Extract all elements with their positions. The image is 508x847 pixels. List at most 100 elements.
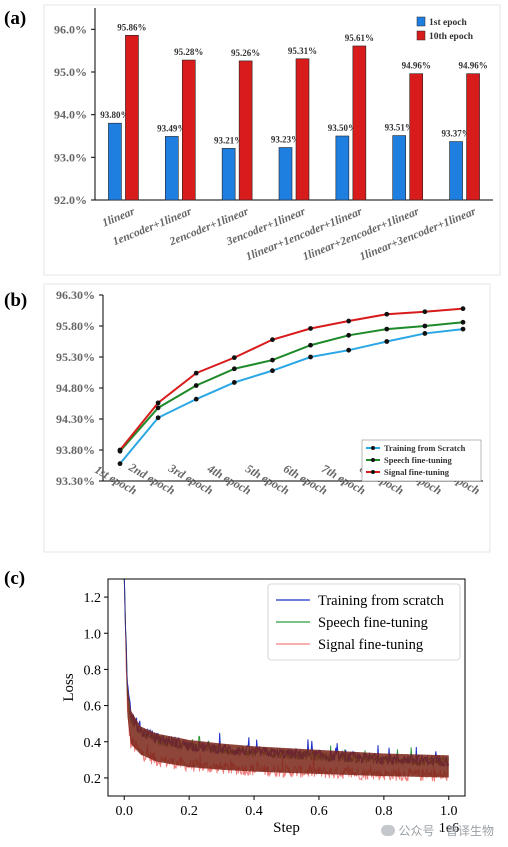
y-tick-label: 94.0%: [54, 108, 87, 122]
series-point: [193, 370, 199, 376]
series-line: [119, 307, 464, 451]
y-tick-label: 0.8: [84, 663, 102, 678]
bar-epoch10: [466, 73, 480, 201]
series-point: [231, 366, 237, 372]
bar-value-label: 93.50%: [328, 123, 357, 133]
series-point: [346, 318, 352, 324]
bar-epoch10: [352, 45, 367, 201]
series-point: [155, 415, 161, 421]
loss-overlap-band: [124, 579, 449, 778]
bar-value-label: 93.49%: [157, 123, 186, 133]
bar-value-label: 94.96%: [458, 61, 487, 71]
legend-box: [361, 439, 482, 482]
legend-label: 10th epoch: [429, 32, 474, 42]
panel-c-label: (c): [4, 568, 26, 589]
series-point: [155, 405, 161, 411]
series-point: [384, 311, 390, 317]
series-point: [384, 326, 390, 332]
series-point: [422, 309, 428, 315]
series-point: [193, 396, 199, 402]
y-tick-label: 1.2: [84, 591, 102, 606]
y-tick-label: 0.4: [84, 736, 102, 751]
x-axis-label: Step: [273, 820, 300, 836]
series-point: [231, 380, 237, 385]
bar-epoch10: [181, 59, 196, 201]
legend-swatch: [416, 16, 426, 27]
bar-value-label: 93.80%: [100, 110, 129, 120]
x-tick-label: 0.0: [115, 804, 133, 819]
bar-epoch1: [335, 135, 350, 201]
watermark-text: 公众号 · 普译生物: [398, 824, 494, 838]
series-point: [270, 357, 275, 363]
panel-a-frame: [43, 4, 501, 276]
legend-label: Signal fine-tuning: [384, 467, 450, 477]
bar-value-label: 95.86%: [117, 22, 146, 32]
panel-b: (b) 93.30% 93.80% 94.30% 94.80% 95.30% 95.80%…: [0, 282, 508, 554]
bar-value-label: 95.28%: [174, 47, 203, 57]
series-point: [270, 368, 275, 374]
x-tick-label: 1linear: [101, 205, 137, 229]
bar-epoch1: [278, 147, 293, 201]
panel-b-frame: [43, 283, 491, 553]
y-tick-label: 95.80%: [56, 319, 95, 333]
legend-swatch: [416, 30, 426, 41]
series-point: [346, 332, 352, 338]
x-offset-label: 1e6: [439, 821, 459, 836]
x-tick-label: 0.2: [180, 804, 198, 819]
bar-epoch10: [125, 35, 139, 201]
series-point: [270, 337, 275, 343]
series-point: [422, 323, 428, 329]
y-tick-label: 92.0%: [54, 193, 87, 207]
y-tick-label: 96.30%: [56, 288, 95, 302]
bar-value-label: 95.31%: [288, 46, 317, 56]
bar-value-label: 95.26%: [231, 48, 260, 58]
bar-value-label: 94.96%: [402, 61, 431, 71]
y-tick-label: 93.80%: [56, 443, 95, 457]
series-point: [422, 331, 428, 336]
panel-b-label: (b): [4, 290, 28, 311]
series-point: [308, 354, 313, 360]
panel-a-label: (a): [4, 8, 27, 29]
legend-marker: [371, 446, 375, 450]
bar-value-label: 93.23%: [271, 135, 300, 145]
bar-value-label: 93.21%: [214, 135, 243, 145]
bar-epoch10: [238, 60, 253, 201]
series-line: [119, 328, 464, 465]
series-point: [117, 461, 123, 467]
legend-marker: [371, 470, 375, 474]
series-point: [308, 342, 313, 348]
bar-chart-a: 92.0% 93.0% 94.0% 95.0% 96.0% 93.80% 95.86% 1li…: [43, 4, 501, 276]
panel-c: (c) 0.2 0.4 0.6 0.8 1.0 1.2 0.0 0.2 0.4 0.6 0.8 1.0…: [0, 562, 508, 847]
x-tick-label: 0.6: [310, 804, 328, 819]
series-point: [193, 383, 199, 388]
bar-value-label: 93.37%: [441, 129, 470, 139]
legend-label: Speech fine-tuning: [384, 455, 453, 465]
y-tick-label: 0.2: [84, 772, 102, 787]
x-tick-label: 0.4: [245, 804, 263, 819]
bar-epoch1: [164, 136, 179, 201]
series-point: [155, 400, 161, 406]
y-tick-label: 1.0: [84, 627, 102, 642]
line-chart-b: 93.30% 93.80% 94.30% 94.80% 95.30% 95.80% 96.3…: [43, 283, 491, 553]
y-tick-label: 93.30%: [56, 474, 95, 488]
y-tick-label: 94.30%: [56, 412, 95, 426]
bar-epoch1: [221, 148, 236, 201]
plot-area: [123, 579, 450, 782]
series-line: [119, 321, 464, 452]
legend-label: Training from scratch: [318, 593, 445, 609]
y-axis-label: Loss: [61, 673, 77, 702]
panel-a: (a) 92.0% 93.0% 94.0% 95.0% 96.0% 93.80% 95.86…: [0, 0, 508, 280]
y-tick-label: 94.80%: [56, 381, 95, 395]
y-tick-label: 96.0%: [54, 22, 87, 36]
x-tick-label: 1.0: [440, 804, 458, 819]
bar-epoch1: [392, 135, 407, 201]
series-point: [460, 306, 466, 312]
series-point: [460, 326, 466, 332]
legend-label: 1st epoch: [429, 18, 467, 28]
legend-label: Speech fine-tuning: [318, 615, 428, 631]
y-tick-label: 93.0%: [54, 150, 87, 164]
bar-epoch10: [295, 58, 310, 201]
legend-label: Signal fine-tuning: [318, 637, 423, 653]
y-tick-label: 0.6: [84, 700, 102, 715]
legend-marker: [371, 458, 375, 462]
